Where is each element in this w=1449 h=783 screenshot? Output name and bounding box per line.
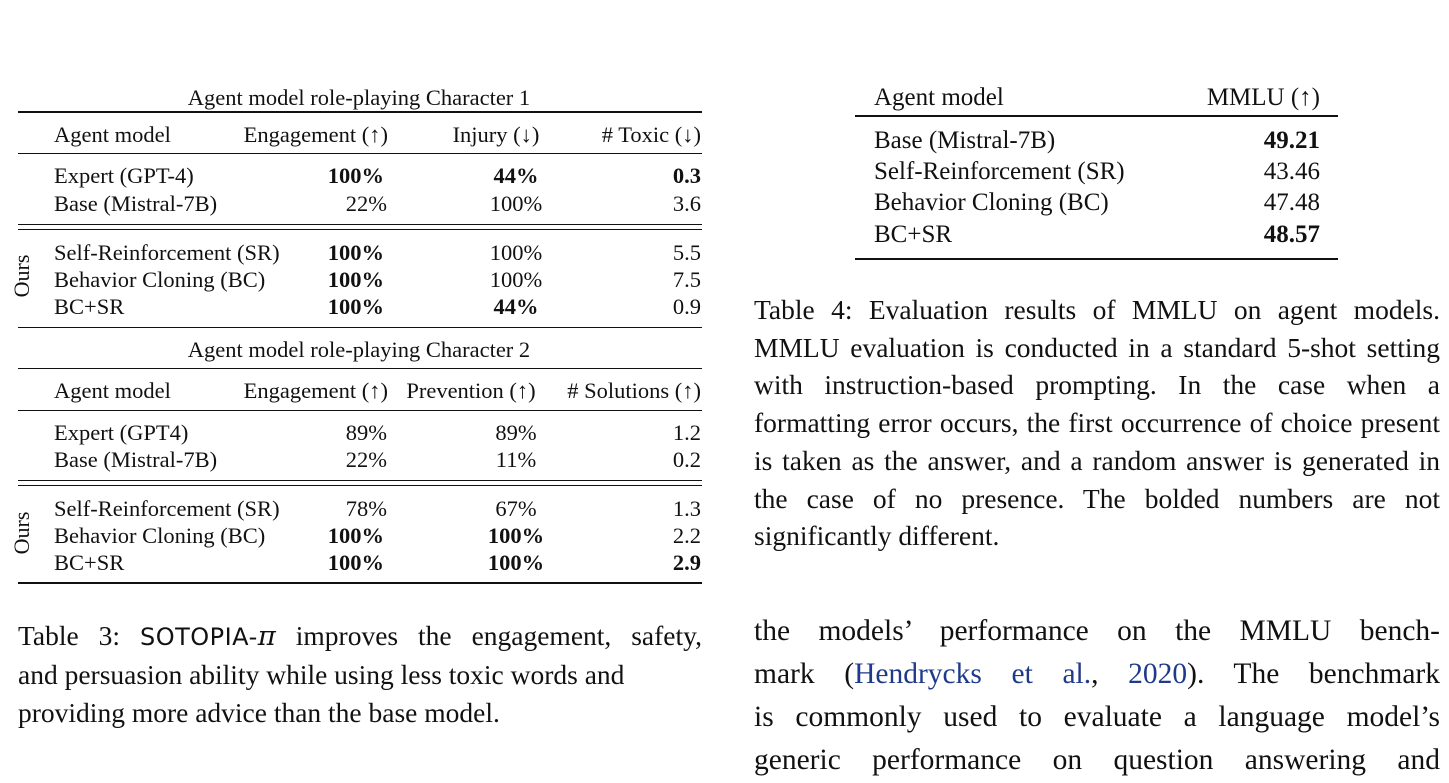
body-line-2: mark (Hendrycks et al., 2020). The bench… [754,653,1440,696]
table3-s2-title-rule [18,368,702,369]
table3-s2-header-solutions: # Solutions (↑) [567,378,701,403]
row-toxic: 5.5 [672,240,701,265]
table3-caption: Table 3: SOTOPIA-π improves the engageme… [18,617,702,732]
table3-caption-line2: and persuasion ability while using less … [18,659,625,690]
body-line2-pre: mark ( [754,658,855,690]
table3-s1-group-label: Ours [9,254,34,298]
body-line2-sep: , [1091,658,1129,690]
table3-s2-group-label: Ours [9,511,34,555]
row-injury: 100% [489,267,543,292]
row-prevention: 67% [495,496,537,521]
row-prevention: 100% [487,550,545,575]
table3-s1-double-rule-a [18,224,702,225]
row-mmlu: 47.48 [1263,189,1320,216]
row-model: Base (Mistral-7B) [54,191,218,216]
table3-caption-line3: providing more advice than the base mode… [18,697,500,728]
row-model: Expert (GPT-4) [54,163,194,188]
row-injury: 100% [489,191,543,216]
row-mmlu: 43.46 [1263,158,1320,185]
table3-s1-header-rule [18,153,702,154]
row-model: Behavior Cloning (BC) [54,267,266,292]
row-engagement: 22% [345,191,387,216]
row-prevention: 100% [487,523,545,548]
row-engagement: 78% [345,496,387,521]
body-line-3: is commonly used to evaluate a language … [754,701,1440,733]
row-engagement: 100% [327,294,384,319]
row-injury: 100% [489,240,543,265]
table3-s1-header-toxic: # Toxic (↓) [601,122,701,147]
row-solutions: 2.9 [672,550,701,575]
row-injury: 44% [493,294,539,319]
row-engagement: 100% [327,550,384,575]
row-model: Self-Reinforcement (SR) [54,496,280,521]
table3-s2-header-engagement: Engagement (↑) [243,378,388,403]
table3-s2-header-rule [18,410,702,411]
table3-s2-header-agent: Agent model [54,378,171,403]
row-toxic: 3.6 [672,191,701,216]
row-model: Behavior Cloning (BC) [874,189,1109,216]
table3-s2-double-rule-b [18,485,702,486]
row-model: Expert (GPT4) [54,420,189,445]
row-injury: 44% [493,163,539,188]
table3-s1-double-rule-b [18,229,702,230]
citation-link-author[interactable]: Hendrycks et al. [854,658,1092,690]
row-model: Self-Reinforcement (SR) [54,240,280,265]
row-prevention: 11% [495,447,537,472]
row-toxic: 7.5 [672,267,701,292]
row-model: Behavior Cloning (BC) [54,523,266,548]
row-model: BC+SR [54,294,125,319]
table3-caption-line1: Table 3: SOTOPIA-π improves the engageme… [18,617,702,656]
table4-header-agent: Agent model [874,84,1004,111]
table3-mid-rule [18,327,702,328]
table3-bottom-rule [18,582,702,584]
table4-header-mmlu: MMLU (↑) [1206,84,1320,111]
body-line-1: the models’ performance on the MMLU benc… [754,615,1440,647]
row-model: Base (Mistral-7B) [874,127,1056,154]
row-engagement: 100% [327,523,384,548]
row-engagement: 100% [327,240,384,265]
row-model: Base (Mistral-7B) [54,447,218,472]
citation-link-year[interactable]: 2020 [1128,658,1188,690]
table3-top-rule [18,111,702,113]
table3-caption-label: Table 3: [18,620,121,651]
table3-section1-title: Agent model role-playing Character 1 [187,85,531,110]
row-engagement: 100% [327,163,384,188]
row-solutions: 1.3 [672,496,701,521]
row-toxic: 0.3 [672,163,701,188]
table3-caption-method-name: SOTOPIA- [139,623,258,651]
table4-caption: Table 4: Evaluation results of MMLU on a… [754,294,1440,552]
table3-caption-line1-rest: improves the engagement, safety, [295,620,702,651]
body-line2-post: ). The benchmark [1187,658,1440,690]
row-solutions: 0.2 [672,447,701,472]
table3-s1-header-engagement: Engagement (↑) [243,122,388,147]
table3-s1-header-injury: Injury (↓) [452,122,540,147]
row-mmlu: 48.57 [1263,221,1320,248]
table4-header-rule [855,115,1338,117]
row-engagement: 89% [345,420,387,445]
row-toxic: 0.9 [672,294,701,319]
table4-bottom-rule [855,258,1338,260]
row-model: Self-Reinforcement (SR) [874,158,1125,185]
row-engagement: 22% [345,447,387,472]
table3-s1-header-agent: Agent model [54,122,171,147]
row-engagement: 100% [327,267,384,292]
row-solutions: 2.2 [672,523,701,548]
row-model: BC+SR [54,550,125,575]
row-model: BC+SR [874,221,953,248]
row-prevention: 89% [495,420,537,445]
table3-s2-header-prevention: Prevention (↑) [406,378,536,403]
table3-caption-pi: π [257,620,276,652]
row-solutions: 1.2 [672,420,701,445]
table3-s2-double-rule-a [18,480,702,481]
row-mmlu: 49.21 [1263,127,1320,154]
body-line-4: generic performance on question answerin… [754,744,1440,776]
table3-section2-title: Agent model role-playing Character 2 [187,337,531,362]
